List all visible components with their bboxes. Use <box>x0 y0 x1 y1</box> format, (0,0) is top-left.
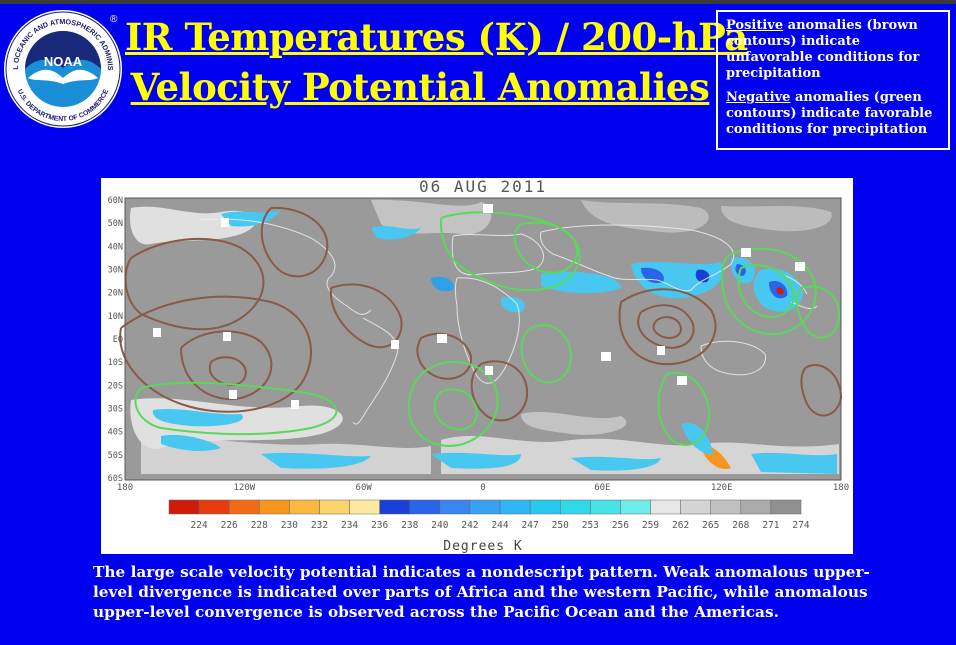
top-bar <box>0 0 956 4</box>
colorbar-tick-label: 265 <box>702 520 719 531</box>
latitude-label: 50S <box>108 451 123 461</box>
colorbar-tick-label: 250 <box>552 520 569 531</box>
latitude-label: 10S <box>108 358 123 368</box>
colorbar-tick-label: 234 <box>341 520 358 531</box>
colorbar-tick-label: 259 <box>642 520 659 531</box>
latitude-label: 50N <box>108 219 123 229</box>
title-line-1: IR Temperatures (K) / 200-hPa <box>125 15 748 59</box>
colorbar-swatch <box>770 499 802 515</box>
colorbar-tick-label: 256 <box>612 520 629 531</box>
colorbar-swatch <box>319 499 350 515</box>
colorbar-tick-label: 262 <box>672 520 689 531</box>
page-title: IR Temperatures (K) / 200-hPa Velocity P… <box>125 12 748 112</box>
colorbar-swatch <box>198 499 230 515</box>
temperature-colorbar <box>168 499 802 515</box>
negative-legend: Negative anomalies (green contours) indi… <box>726 90 940 138</box>
colorbar-swatch <box>590 499 621 515</box>
colorbar-tick-label: 271 <box>762 520 779 531</box>
latitude-label: 10N <box>108 312 123 322</box>
contour-labels <box>153 204 805 409</box>
positive-legend: Positive anomalies (brown contours) indi… <box>726 18 940 82</box>
colorbar-swatch <box>620 499 651 515</box>
colorbar-tick-label: 247 <box>522 520 539 531</box>
colorbar-swatch <box>529 499 561 515</box>
colorbar-swatch <box>259 499 290 515</box>
latitude-label: EQ <box>113 335 123 345</box>
longitude-labels: 180 120W 60W 0 60E 120E 180 <box>117 483 849 493</box>
colorbar-swatch <box>349 499 380 515</box>
colorbar-tick-label: 230 <box>281 520 298 531</box>
latitude-label: 40N <box>108 242 123 252</box>
logo-center-text: NOAA <box>44 54 83 69</box>
colorbar-tick-label: 224 <box>191 520 208 531</box>
noaa-logo: NATIONAL OCEANIC AND ATMOSPHERIC ADMINIS… <box>2 8 122 128</box>
latitude-label: 20S <box>108 381 123 391</box>
longitude-label: 60E <box>594 483 610 493</box>
longitude-label: 180 <box>117 483 133 493</box>
colorbar-swatch <box>740 499 772 515</box>
longitude-label: 0 <box>480 483 485 493</box>
colorbar-swatch <box>228 499 260 515</box>
colorbar-swatch <box>559 499 591 515</box>
ir-velocity-map: 06 AUG 2011 <box>101 177 853 554</box>
colorbar-tick-label: 226 <box>221 520 238 531</box>
colorbar-swatch <box>469 499 501 515</box>
colorbar-tick-label: 240 <box>431 520 448 531</box>
map-svg: 06 AUG 2011 <box>108 177 849 554</box>
negative-word: Negative <box>726 90 791 105</box>
contour-legend-box: Positive anomalies (brown contours) indi… <box>716 10 950 150</box>
colorbar-tick-label: 232 <box>311 520 328 531</box>
colorbar-tick-label: 242 <box>461 520 478 531</box>
colorbar-tick-label: 236 <box>371 520 388 531</box>
colorbar-tick-label: 238 <box>401 520 418 531</box>
latitude-labels: 60N 50N 40N 30N 20N 10N EQ 10S 20S 30S 40S 50S 60S <box>108 196 123 484</box>
colorbar-swatch <box>439 499 471 515</box>
colorbar-tick-label: 253 <box>582 520 599 531</box>
colorbar-tick-label: 228 <box>251 520 268 531</box>
longitude-label: 180 <box>833 483 849 493</box>
latitude-label: 40S <box>108 428 123 438</box>
negative-text: anomalies (green contours) indicate favo… <box>726 90 933 137</box>
negative-contours <box>134 211 841 447</box>
latitude-label: 30S <box>108 405 123 415</box>
colorbar-swatch <box>680 499 711 515</box>
colorbar-swatch <box>168 499 200 515</box>
latitude-label: 60N <box>108 196 123 206</box>
latitude-label: 60S <box>108 474 123 484</box>
latitude-label: 30N <box>108 266 123 276</box>
colorbar-swatch <box>710 499 742 515</box>
title-line-2: Velocity Potential Anomalies <box>130 65 710 109</box>
map-frame <box>124 197 842 481</box>
colorbar-swatch <box>499 499 531 515</box>
map-caption: The large scale velocity potential indic… <box>93 563 870 621</box>
colorbar-swatch <box>289 499 320 515</box>
positive-word: Positive <box>726 18 784 33</box>
map-date: 06 AUG 2011 <box>419 178 547 196</box>
registered-mark: ® <box>110 14 118 25</box>
colorbar-swatch <box>409 499 441 515</box>
latitude-label: 20N <box>108 289 123 299</box>
positive-text: anomalies (brown contours) indicate unfa… <box>726 18 920 81</box>
longitude-label: 120E <box>711 483 733 493</box>
colorbar-tick-label: 244 <box>491 520 508 531</box>
positive-contours <box>119 206 843 422</box>
colorbar-swatch <box>379 499 411 515</box>
colorbar-swatch <box>650 499 681 515</box>
longitude-label: 60W <box>356 483 373 493</box>
colorbar-tick-label: 274 <box>792 520 809 531</box>
colorbar-axis-title: Degrees K <box>443 539 522 554</box>
continent-outlines <box>200 218 818 425</box>
longitude-label: 120W <box>233 483 255 493</box>
colorbar-tick-label: 268 <box>732 520 749 531</box>
colorbar-labels: 224 226 228 230 232 234 236 238 240 242 244 247 250 2… <box>191 520 810 531</box>
